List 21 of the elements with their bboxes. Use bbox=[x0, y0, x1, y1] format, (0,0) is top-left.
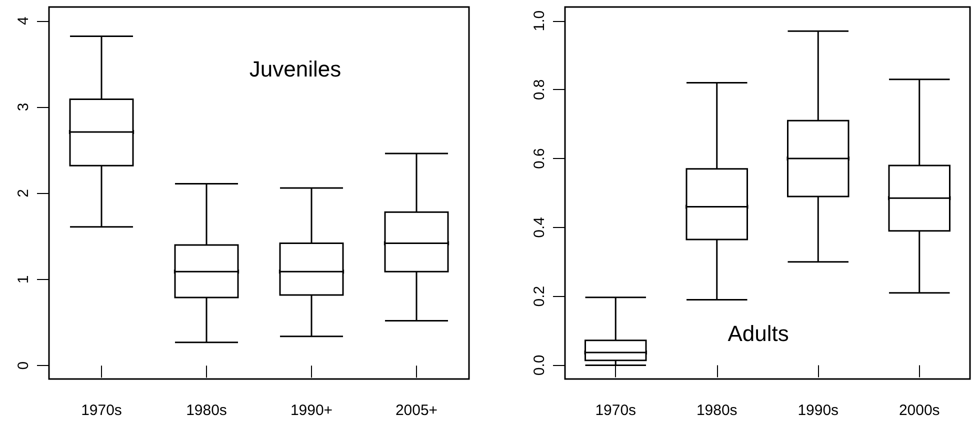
y-tick-label: 0.8 bbox=[531, 79, 548, 100]
y-tick-label: 1 bbox=[15, 275, 32, 284]
x-tick-label: 1970s bbox=[81, 402, 122, 419]
y-tick-label: 0.0 bbox=[531, 354, 548, 376]
x-tick-label: 1990s bbox=[798, 402, 839, 419]
y-tick-label: 0.2 bbox=[531, 286, 548, 307]
annotation: Juveniles bbox=[249, 56, 342, 82]
x-tick-label: 2000s bbox=[898, 402, 940, 419]
y-tick-label: 0.4 bbox=[531, 217, 548, 238]
y-tick-label: 2 bbox=[15, 189, 32, 198]
x-tick-label: 2005+ bbox=[395, 402, 438, 419]
annotation: Adults bbox=[728, 320, 789, 346]
y-tick-label: 4 bbox=[15, 16, 32, 25]
y-tick-label: 0 bbox=[15, 361, 32, 370]
x-tick-label: 1980s bbox=[696, 402, 738, 419]
y-tick-label: 0.6 bbox=[531, 148, 548, 169]
y-tick-label: 3 bbox=[15, 102, 32, 112]
x-tick-label: 1970s bbox=[595, 402, 636, 419]
x-tick-label: 1990+ bbox=[290, 402, 333, 419]
x-tick-label: 1980s bbox=[186, 402, 227, 419]
y-tick-label: 1.0 bbox=[531, 10, 548, 32]
